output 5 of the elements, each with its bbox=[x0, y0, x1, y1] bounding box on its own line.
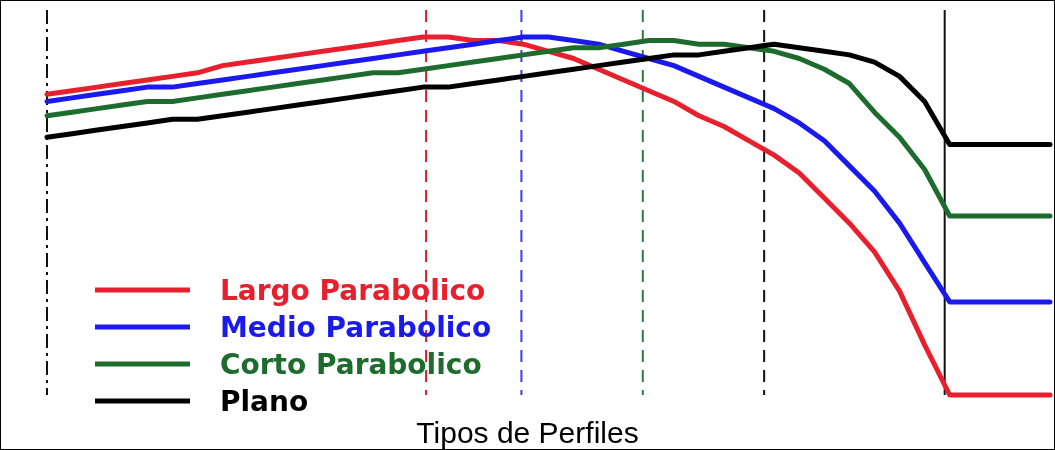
legend-label: Largo Parabolico bbox=[220, 274, 486, 307]
legend-label: Plano bbox=[220, 385, 309, 418]
legend-label: Medio Parabolico bbox=[220, 311, 492, 344]
text: Tipos de Perfiles bbox=[416, 416, 639, 449]
legend-label: Corto Parabolico bbox=[220, 348, 482, 381]
